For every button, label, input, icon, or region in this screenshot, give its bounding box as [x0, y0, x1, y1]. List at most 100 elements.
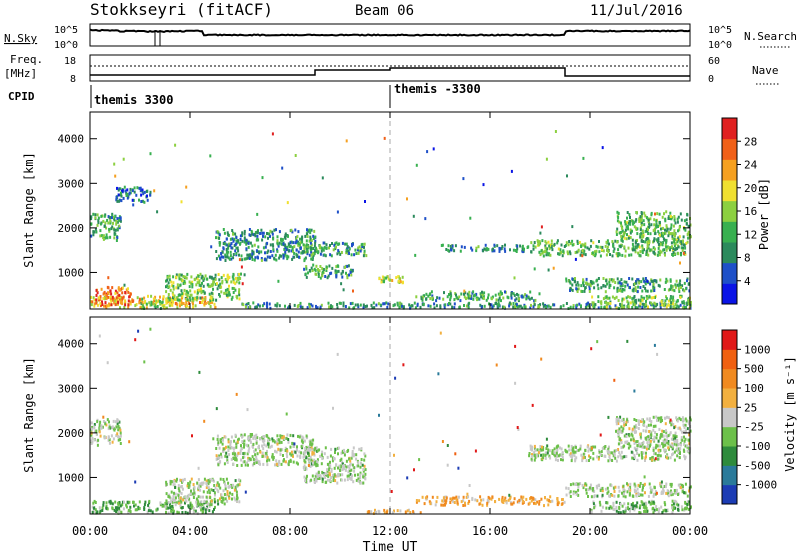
heatmap-cell: [674, 242, 677, 246]
heatmap-cell: [565, 302, 568, 305]
heatmap-cell: [536, 448, 539, 452]
heatmap-cell: [660, 492, 663, 495]
heatmap-cell: [237, 451, 240, 455]
heatmap-cell: [90, 222, 93, 226]
heatmap-cell: [308, 449, 311, 453]
heatmap-cell: [465, 495, 468, 499]
heatmap-cell: [186, 304, 188, 308]
heatmap-cell: [327, 474, 330, 478]
heatmap-cell: [326, 478, 329, 482]
heatmap-cell: [244, 490, 247, 494]
heatmap-cell: [555, 451, 558, 455]
heatmap-cell: [447, 244, 450, 248]
heatmap-cell: [119, 434, 122, 438]
heatmap-cell: [199, 301, 201, 304]
heatmap-cell: [660, 482, 663, 486]
heatmap-cell: [676, 220, 679, 224]
heatmap-cell: [482, 295, 485, 299]
heatmap-cell: [226, 231, 229, 235]
heatmap-cell: [577, 283, 580, 287]
heatmap-cell: [556, 503, 559, 507]
heatmap-cell: [247, 456, 250, 460]
x-tick-label: 04:00: [172, 524, 208, 538]
heatmap-cell: [653, 289, 656, 292]
heatmap-cell: [627, 442, 630, 446]
heatmap-cell: [658, 222, 661, 226]
heatmap-cell: [271, 437, 274, 441]
heatmap-cell: [92, 510, 95, 514]
heatmap-cell: [561, 456, 564, 459]
heatmap-cell: [167, 501, 170, 504]
heatmap-cell: [639, 504, 642, 508]
heatmap-cell: [612, 501, 615, 505]
heatmap-cell: [217, 254, 220, 258]
velocity-colorbar-label: Velocity [m s⁻¹]: [783, 356, 797, 472]
heatmap-cell: [243, 455, 246, 459]
heatmap-cell: [271, 132, 274, 136]
heatmap-cell: [244, 305, 247, 309]
heatmap-cell: [363, 245, 365, 249]
heatmap-cell: [101, 509, 104, 512]
heatmap-cell: [214, 493, 216, 497]
heatmap-cell: [338, 242, 341, 246]
heatmap-cell: [363, 464, 366, 468]
heatmap-cell: [101, 300, 103, 304]
heatmap-cell: [544, 496, 546, 499]
heatmap-cell: [409, 305, 412, 309]
heatmap-cell: [110, 227, 113, 231]
heatmap-cell: [646, 509, 648, 513]
heatmap-cell: [642, 451, 645, 455]
heatmap-cell: [664, 228, 666, 232]
heatmap-cell: [288, 460, 291, 464]
heatmap-cell: [632, 287, 635, 291]
heatmap-cell: [577, 482, 580, 486]
heatmap-cell: [591, 304, 594, 308]
heatmap-cell: [480, 295, 483, 299]
heatmap-cell: [634, 298, 637, 302]
heatmap-cell: [192, 496, 195, 499]
heatmap-cell: [167, 296, 170, 300]
heatmap-cell: [652, 428, 655, 432]
heatmap-cell: [282, 435, 285, 439]
heatmap-cell: [375, 510, 377, 514]
heatmap-cell: [572, 492, 575, 496]
heatmap-cell: [569, 454, 572, 458]
heatmap-cell: [663, 485, 666, 488]
heatmap-cell: [209, 496, 212, 500]
heatmap-cell: [94, 227, 97, 231]
heatmap-cell: [644, 459, 646, 462]
heatmap-cell: [325, 247, 328, 250]
heatmap-cell: [680, 436, 683, 440]
heatmap-cell: [336, 481, 339, 485]
heatmap-cell: [235, 276, 237, 280]
heatmap-cell: [421, 298, 424, 302]
heatmap-cell: [242, 452, 245, 456]
heatmap-cell: [249, 439, 252, 443]
heatmap-cell: [517, 299, 520, 303]
heatmap-cell: [531, 496, 534, 500]
heatmap-cell: [684, 500, 687, 504]
colorbar-tick-label: 8: [744, 252, 751, 265]
heatmap-cell: [541, 445, 543, 449]
heatmap-cell: [597, 306, 600, 310]
heatmap-cell: [457, 297, 459, 301]
heatmap-cell: [165, 480, 168, 484]
heatmap-cell: [472, 297, 475, 301]
heatmap-cell: [571, 277, 574, 281]
heatmap-cell: [433, 302, 436, 306]
heatmap-cell: [631, 219, 634, 223]
heatmap-cell: [504, 249, 507, 253]
heatmap-cell: [653, 485, 656, 489]
heatmap-cell: [215, 257, 218, 261]
heatmap-cell: [647, 226, 650, 229]
heatmap-cell: [221, 437, 224, 440]
heatmap-cell: [169, 482, 172, 486]
heatmap-cell: [620, 278, 623, 282]
heatmap-cell: [651, 458, 654, 462]
heatmap-cell: [226, 499, 229, 503]
heatmap-cell: [622, 232, 625, 236]
heatmap-cell: [637, 251, 640, 255]
heatmap-cell: [180, 299, 183, 303]
freq-label: Freq.: [10, 53, 43, 66]
heatmap-cell: [330, 467, 333, 471]
